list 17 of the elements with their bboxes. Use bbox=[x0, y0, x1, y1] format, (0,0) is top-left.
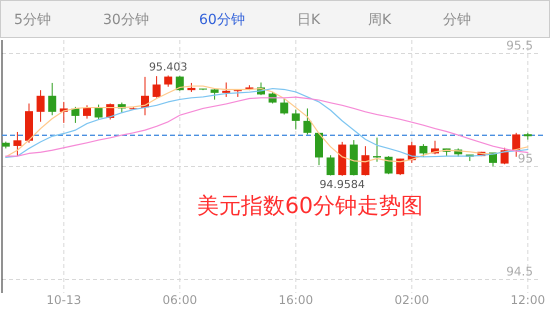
y-tick-label: 95 bbox=[518, 152, 533, 166]
x-tick-label: 12:00 bbox=[510, 293, 546, 307]
text: 周K bbox=[368, 12, 392, 28]
x-tick-label: 06:00 bbox=[162, 293, 198, 307]
y-tick-label: 95.5 bbox=[506, 38, 533, 53]
annotation: 94.9584 bbox=[319, 178, 365, 191]
x-tick-label: 16:00 bbox=[278, 293, 314, 307]
text: 5分钟 bbox=[14, 12, 51, 28]
text: 60分钟 bbox=[199, 12, 245, 28]
text: 30分钟 bbox=[103, 12, 149, 28]
annotation: 95.403 bbox=[148, 60, 188, 74]
text: 分钟 bbox=[443, 12, 471, 28]
y-tick-label: 94.5 bbox=[506, 264, 533, 278]
x-tick-label: 10-13 bbox=[46, 293, 82, 307]
x-tick-label: 02:00 bbox=[394, 293, 430, 307]
text: 美元指数60分钟走势图 bbox=[197, 194, 423, 219]
text: 日K bbox=[297, 12, 321, 28]
